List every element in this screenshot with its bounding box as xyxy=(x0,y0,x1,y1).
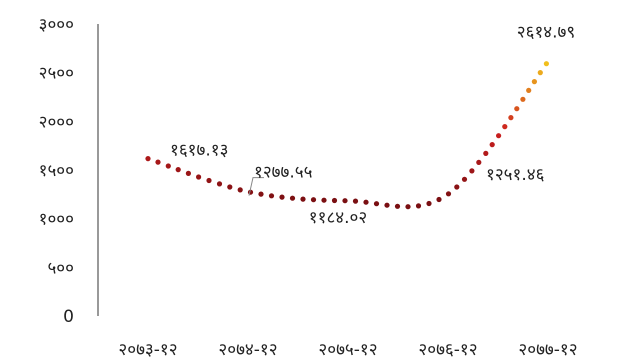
series-dot xyxy=(436,196,442,203)
series-dot xyxy=(537,70,543,76)
y-tick-label: १००० xyxy=(39,210,74,230)
data-series xyxy=(145,61,550,210)
series-dot xyxy=(543,61,550,67)
data-label: १६१७.१३ xyxy=(170,141,228,161)
series-dot xyxy=(258,191,264,197)
series-dot xyxy=(196,174,202,180)
series-dot xyxy=(321,197,327,203)
series-dot xyxy=(502,124,508,130)
series-dot xyxy=(206,177,212,184)
series-dot xyxy=(237,187,243,193)
series-dot xyxy=(352,198,359,204)
series-dot xyxy=(514,106,520,112)
y-axis-ticks: 0 ५०० १००० १५०० २००० २५०० ३००० xyxy=(39,15,74,327)
series-dot xyxy=(363,199,369,205)
label-leaders xyxy=(248,177,264,196)
series-dot xyxy=(268,193,275,199)
x-tick-label: २०७३-१२ xyxy=(118,340,177,360)
x-tick-label: २०७६-१२ xyxy=(418,340,477,360)
series-dot xyxy=(405,204,411,210)
y-tick-label: २५०० xyxy=(39,64,74,84)
series-dot xyxy=(310,197,317,203)
series-dot xyxy=(520,96,526,102)
series-dot xyxy=(175,167,181,173)
series-dot xyxy=(384,202,390,208)
x-tick-label: २०७४-१२ xyxy=(218,340,277,360)
series-dot xyxy=(496,133,502,139)
series-dot xyxy=(342,198,348,204)
series-dot xyxy=(216,181,223,187)
data-label: १२७७.५५ xyxy=(254,163,312,183)
x-tick-label: २०७५-१२ xyxy=(318,340,377,360)
y-tick-label: १५०० xyxy=(39,161,74,181)
series-dot xyxy=(469,168,475,174)
series-dot xyxy=(526,87,532,93)
series-dot xyxy=(300,196,306,202)
series-dot xyxy=(165,163,171,169)
x-tick-label: २०७७-१२ xyxy=(518,340,577,360)
series-dot xyxy=(426,200,432,207)
series-dot xyxy=(483,150,489,156)
series-dot xyxy=(227,184,233,190)
series-dot xyxy=(331,197,338,204)
series-dot xyxy=(289,195,296,201)
data-label: २६१४.७९ xyxy=(517,22,575,42)
series-dot xyxy=(454,184,460,190)
series-dot xyxy=(415,203,422,209)
data-label: ११८४.०२ xyxy=(309,208,367,228)
series-dot xyxy=(373,201,380,207)
y-tick-label: ५०० xyxy=(47,258,74,278)
series-dot xyxy=(185,170,191,176)
data-label: १२५१.४६ xyxy=(486,165,545,185)
series-dot xyxy=(508,115,514,121)
series-dot xyxy=(461,176,468,182)
data-labels: १६१७.१३ १२७७.५५ ११८४.०२ १२५१.४६ २६१४.७९ xyxy=(170,22,575,227)
label-leader-line xyxy=(248,177,264,196)
y-tick-label: २००० xyxy=(39,112,74,132)
series-dot xyxy=(394,203,401,209)
series-dot xyxy=(531,79,538,85)
y-tick-label: 0 xyxy=(63,307,74,327)
x-axis-ticks: २०७३-१२ २०७४-१२ २०७५-१२ २०७६-१२ २०७७-१२ xyxy=(118,340,577,360)
series-dot xyxy=(476,159,482,165)
series-dot xyxy=(279,194,285,200)
series-dot xyxy=(445,191,452,197)
series-dot xyxy=(155,159,161,165)
series-dot xyxy=(489,142,495,148)
series-dot xyxy=(145,156,151,162)
y-tick-label: ३००० xyxy=(39,15,74,35)
